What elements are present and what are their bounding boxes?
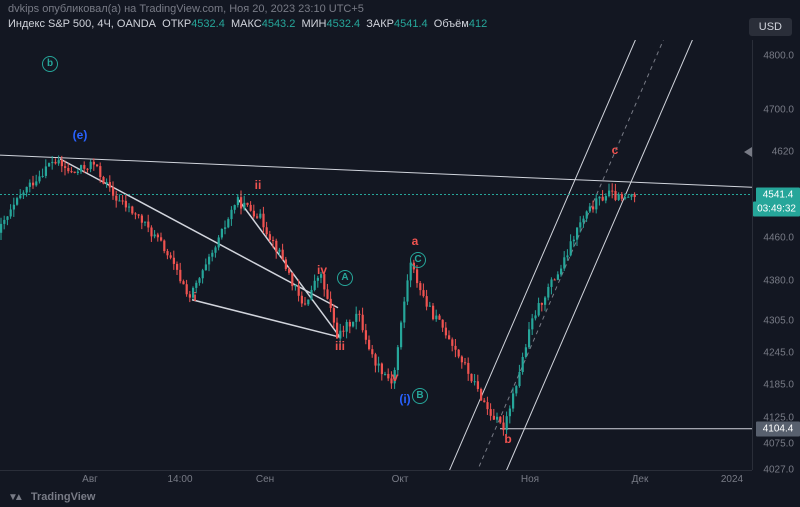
close-value: 4541.4: [394, 18, 428, 30]
countdown-tag: 03:49:32: [753, 201, 800, 216]
x-tick: Ноя: [521, 474, 539, 485]
tradingview-logo: ▼▲ TradingView: [8, 491, 95, 503]
y-tick: 4380.0: [763, 275, 794, 286]
y-tick: 4460.0: [763, 233, 794, 244]
y-tick: 4305.0: [763, 316, 794, 327]
y-tick: 4125.0: [763, 412, 794, 423]
low-value: 4532.4: [327, 18, 361, 30]
chart-area[interactable]: b(e)iiiivAiiiaCv(i)Bbc: [0, 40, 752, 470]
publish-header: dvkips опубликовал(а) на TradingView.com…: [0, 0, 800, 18]
price-low-tag: 4104.4: [756, 421, 800, 436]
y-tick: 4027.0: [763, 465, 794, 476]
y-tick: 4245.0: [763, 348, 794, 359]
low-label: МИН: [301, 18, 326, 30]
open-label: ОТКР: [162, 18, 191, 30]
price-arrow-marker: [744, 147, 752, 157]
x-tick: 2024: [721, 474, 743, 485]
x-tick: Авг: [82, 474, 98, 485]
close-label: ЗАКР: [366, 18, 394, 30]
y-tick: 4185.0: [763, 380, 794, 391]
x-tick: Окт: [392, 474, 409, 485]
volume-value: 412: [469, 18, 487, 30]
ohlc-bar: Индекс S&P 500, 4Ч, OANDA ОТКР4532.4 МАК…: [8, 18, 487, 30]
volume-label: Объём: [434, 18, 469, 30]
x-axis[interactable]: Авг 14:00 Сен Окт Ноя Дек 2024: [0, 470, 752, 487]
currency-badge[interactable]: USD: [749, 18, 792, 36]
y-tick: 4800.0: [763, 51, 794, 62]
price-now-tag: 4541.4: [756, 187, 800, 202]
publish-text: dvkips опубликовал(а) на TradingView.com…: [8, 3, 364, 15]
high-value: 4543.2: [262, 18, 296, 30]
x-tick: Дек: [632, 474, 649, 485]
y-tick: 4075.0: [763, 439, 794, 450]
chart-canvas: [0, 40, 752, 470]
y-tick: 4700.0: [763, 104, 794, 115]
y-tick: 4620: [772, 147, 794, 158]
x-tick: Сен: [256, 474, 274, 485]
open-value: 4532.4: [191, 18, 225, 30]
x-tick: 14:00: [167, 474, 192, 485]
symbol-name: Индекс S&P 500, 4Ч, OANDA: [8, 18, 156, 30]
y-axis[interactable]: 4027.04075.04104.44125.04185.04245.04305…: [752, 40, 800, 470]
high-label: МАКС: [231, 18, 262, 30]
